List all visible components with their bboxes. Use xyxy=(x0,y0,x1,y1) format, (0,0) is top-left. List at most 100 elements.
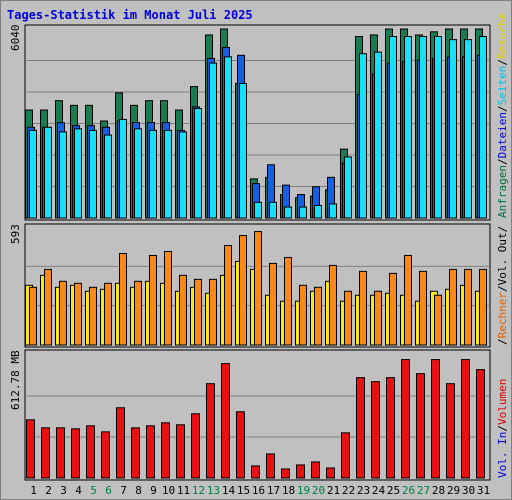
mid-bar-rechner-day-27 xyxy=(419,270,427,346)
x-tick-label-day-24: 24 xyxy=(372,484,386,497)
bot-bar-volumen-day-10 xyxy=(161,422,170,479)
mid-bar-rechner-day-28 xyxy=(434,294,442,346)
bot-bar-volumen-day-16 xyxy=(251,465,260,479)
x-tick-label-day-31: 31 xyxy=(477,484,490,497)
mid-legend-item: / xyxy=(496,285,509,292)
bot-bar-volumen-day-26 xyxy=(401,359,410,479)
x-tick-label-day-12: 12 xyxy=(192,484,205,497)
mid-bar-rechner-day-9 xyxy=(149,254,157,346)
mid-legend-item: Rechner xyxy=(496,292,509,339)
mid-bar-rechner-day-31 xyxy=(479,268,487,346)
mid-bar-rechner-day-5 xyxy=(89,286,97,346)
x-tick-label-day-14: 14 xyxy=(222,484,236,497)
mid-bar-rechner-day-19 xyxy=(299,284,307,346)
bot-legend-item: Volumen xyxy=(496,379,509,425)
bot-bar-volumen-day-24 xyxy=(371,381,380,479)
bot-bar-volumen-day-15 xyxy=(236,411,245,479)
bot-legend-item: / xyxy=(496,425,509,432)
bot-bar-volumen-day-4 xyxy=(71,428,80,479)
mid-legend-item: Vol. Out xyxy=(496,232,509,285)
x-tick-label-day-5: 5 xyxy=(90,484,97,497)
top-bar-seiten-day-7 xyxy=(119,118,127,219)
mid-bar-rechner-day-7 xyxy=(119,252,127,346)
bot-bar-volumen-day-29 xyxy=(446,383,455,479)
top-bar-seiten-day-22 xyxy=(344,156,352,219)
bot-bar-volumen-day-11 xyxy=(176,424,185,479)
top-legend-item: Seiten xyxy=(496,66,509,106)
top-bar-seiten-day-30 xyxy=(464,39,472,219)
top-bar-seiten-day-31 xyxy=(479,36,487,219)
top-bar-seiten-day-3 xyxy=(59,131,67,219)
top-bar-seiten-day-23 xyxy=(359,53,367,219)
bot-bar-volumen-day-17 xyxy=(266,453,275,479)
mid-bar-rechner-day-18 xyxy=(284,256,292,346)
bot-bar-volumen-day-31 xyxy=(476,369,485,479)
x-tick-label-day-11: 11 xyxy=(177,484,190,497)
bot-bar-volumen-day-28 xyxy=(431,359,440,479)
top-bar-seiten-day-18 xyxy=(284,206,292,219)
top-bar-seiten-day-26 xyxy=(404,36,412,219)
mid-bar-rechner-day-11 xyxy=(179,274,187,346)
mid-bar-rechner-day-30 xyxy=(464,268,472,346)
bot-bar-volumen-day-18 xyxy=(281,468,290,479)
mid-max-label: 593 xyxy=(9,224,22,244)
top-legend-item: / xyxy=(496,59,509,66)
top-legend-item: Anfragen xyxy=(496,165,509,218)
bot-bar-volumen-day-19 xyxy=(296,464,305,479)
top-bar-seiten-day-8 xyxy=(134,128,142,219)
x-tick-label-day-29: 29 xyxy=(447,484,460,497)
bot-bar-volumen-day-22 xyxy=(341,432,350,479)
mid-bar-rechner-day-8 xyxy=(134,280,142,346)
top-max-label: 6040 xyxy=(9,25,22,52)
x-tick-label-day-19: 19 xyxy=(297,484,310,497)
top-bar-seiten-day-27 xyxy=(419,36,427,219)
top-bar-seiten-day-19 xyxy=(299,206,307,219)
x-tick-label-day-21: 21 xyxy=(327,484,340,497)
x-tick-label-day-20: 20 xyxy=(312,484,325,497)
chart-title: Tages-Statistik im Monat Juli 2025 xyxy=(7,8,253,22)
mid-bar-rechner-day-4 xyxy=(74,282,82,346)
mid-bar-rechner-day-25 xyxy=(389,272,397,346)
top-bar-seiten-day-25 xyxy=(389,36,397,219)
mid-bar-rechner-day-22 xyxy=(344,290,352,346)
x-tick-label-day-7: 7 xyxy=(120,484,127,497)
x-tick-label-day-27: 27 xyxy=(417,484,430,497)
top-legend-item: Dateien xyxy=(496,112,509,158)
bot-bar-volumen-day-12 xyxy=(191,413,200,479)
top-bar-seiten-day-5 xyxy=(89,129,97,219)
bot-legend: Vol. In/Volumen xyxy=(496,379,509,478)
mid-bar-rechner-day-10 xyxy=(164,250,172,346)
x-tick-label-day-16: 16 xyxy=(252,484,265,497)
x-tick-label-day-13: 13 xyxy=(207,484,220,497)
top-bar-seiten-day-20 xyxy=(314,204,322,219)
top-bar-seiten-day-4 xyxy=(74,128,82,219)
top-bar-seiten-day-11 xyxy=(179,131,187,219)
x-tick-label-day-4: 4 xyxy=(75,484,82,497)
bot-bar-volumen-day-27 xyxy=(416,373,425,479)
mid-bar-rechner-day-26 xyxy=(404,254,412,346)
mid-bar-rechner-day-3 xyxy=(59,280,67,346)
mid-bar-rechner-day-16 xyxy=(254,231,262,346)
x-tick-label-day-22: 22 xyxy=(342,484,355,497)
x-tick-label-day-8: 8 xyxy=(135,484,142,497)
mid-legend-item: / xyxy=(496,226,509,233)
top-bar-seiten-day-10 xyxy=(164,129,172,219)
x-tick-label-day-2: 2 xyxy=(45,484,52,497)
top-bar-seiten-day-2 xyxy=(44,126,52,219)
top-legend-item: / xyxy=(496,105,509,112)
mid-legend: /Rechner/Vol. Out/ xyxy=(496,226,509,345)
bot-bar-volumen-day-23 xyxy=(356,377,365,479)
panels-layer xyxy=(24,24,491,481)
mid-bar-rechner-day-13 xyxy=(209,278,217,346)
x-axis-labels: 1 2 3 4 5 6 7 8 9 10 11 12 13 14 15 16 17 18 19 20 21 22 23 24 2… xyxy=(30,484,490,497)
top-bar-seiten-day-24 xyxy=(374,51,382,219)
mid-bar-rechner-day-20 xyxy=(314,286,322,346)
mid-bar-rechner-day-12 xyxy=(194,278,202,346)
x-tick-label-day-26: 26 xyxy=(402,484,415,497)
x-tick-label-day-17: 17 xyxy=(267,484,280,497)
top-bar-seiten-day-21 xyxy=(329,203,337,219)
mid-bar-rechner-day-15 xyxy=(239,235,247,346)
x-tick-label-day-18: 18 xyxy=(282,484,295,497)
